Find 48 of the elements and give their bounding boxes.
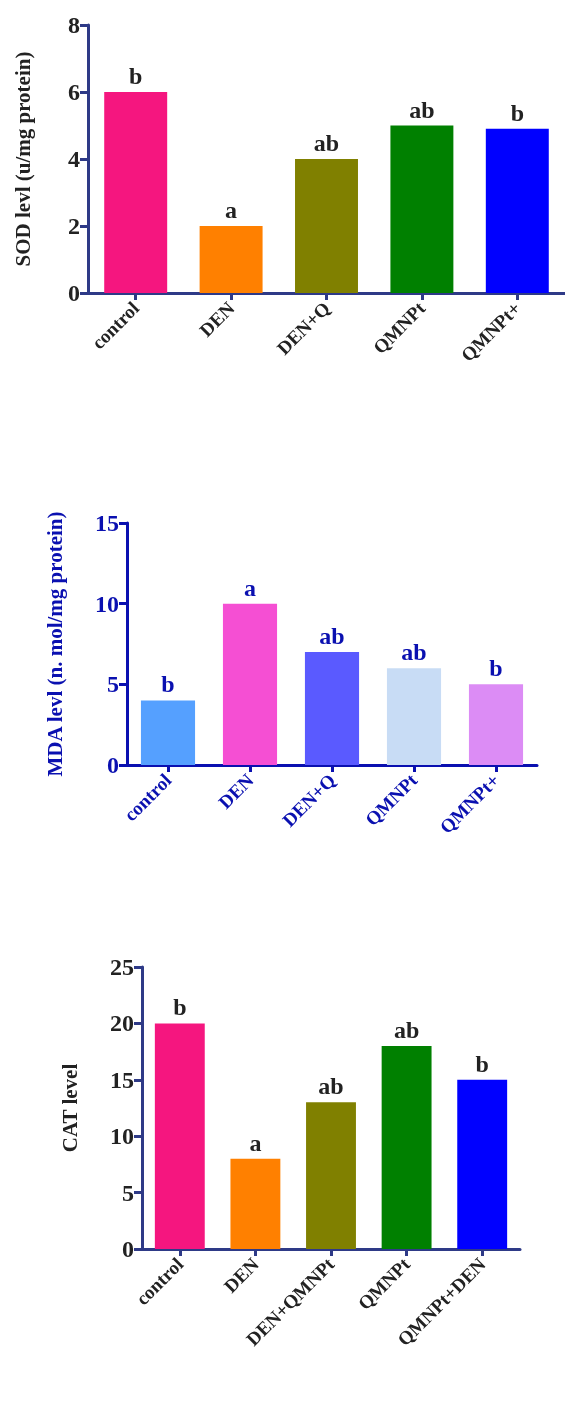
- y-axis-title: SOD levl (u/mg protein): [10, 51, 35, 267]
- bar: [304, 652, 360, 765]
- annotation: ab: [318, 1073, 344, 1100]
- bar: [154, 1023, 205, 1249]
- bar: [386, 668, 442, 765]
- bar: [485, 128, 549, 293]
- annotation: ab: [393, 1016, 420, 1043]
- annotation: b: [129, 63, 143, 89]
- annotation: ab: [313, 130, 340, 156]
- bar: [230, 1158, 281, 1249]
- y-tick-label: 0: [107, 752, 119, 778]
- annotation: b: [489, 655, 503, 682]
- annotation: b: [510, 99, 524, 126]
- y-tick-label: 25: [110, 954, 134, 980]
- annotation: a: [244, 574, 256, 601]
- y-tick-label: 5: [122, 1179, 134, 1206]
- y-tick-label: 15: [110, 1066, 134, 1093]
- y-axis-title: CAT level: [57, 1063, 82, 1153]
- annotation: b: [161, 671, 175, 698]
- y-tick-label: 0: [122, 1236, 134, 1262]
- bar: [104, 92, 168, 293]
- bar: [140, 700, 196, 765]
- bar: [468, 684, 524, 765]
- y-tick-label: 8: [68, 12, 80, 38]
- y-tick-label: 10: [95, 590, 119, 617]
- bar: [222, 603, 278, 765]
- annotation: a: [225, 197, 238, 223]
- annotation: a: [249, 1129, 262, 1156]
- bar: [199, 226, 263, 293]
- annotation: ab: [401, 639, 427, 666]
- bar: [306, 1102, 356, 1249]
- annotation: b: [475, 1050, 489, 1077]
- y-tick-label: 6: [68, 79, 80, 105]
- bar: [457, 1079, 508, 1249]
- bar: [295, 159, 358, 293]
- annotation: b: [173, 994, 187, 1021]
- y-tick-label: 0: [68, 280, 80, 306]
- bar: [390, 125, 454, 293]
- y-tick-label: 20: [110, 1010, 134, 1037]
- y-tick-label: 15: [95, 510, 119, 536]
- y-tick-label: 10: [110, 1123, 134, 1150]
- y-tick-label: 5: [107, 671, 119, 698]
- annotation: ab: [319, 623, 345, 650]
- y-tick-label: 4: [68, 146, 80, 172]
- y-tick-label: 2: [68, 213, 80, 239]
- y-axis-title: MDA levl (n. mol/mg protein): [42, 511, 67, 777]
- annotation: ab: [409, 96, 435, 123]
- bar: [381, 1045, 432, 1249]
